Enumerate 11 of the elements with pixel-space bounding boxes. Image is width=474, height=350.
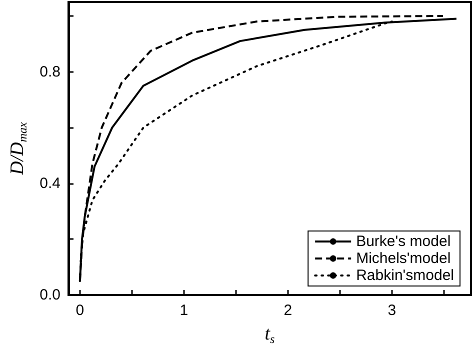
y-tick-label: 0.8	[40, 63, 60, 80]
x-tick-label: 0	[76, 302, 84, 319]
y-tick-label: 0.0	[40, 286, 60, 304]
x-tick-label: 2	[284, 302, 292, 319]
x-tick-label: 1	[180, 302, 188, 319]
legend-label: Rabkin'smodel	[356, 267, 454, 284]
y-tick-label: 0.4	[40, 174, 60, 192]
legend-label: Burke's model	[356, 233, 451, 250]
y-axis-title: D/Dmax	[7, 121, 30, 176]
legend-label: Michels'model	[356, 250, 451, 267]
x-tick-label: 3	[388, 302, 396, 319]
